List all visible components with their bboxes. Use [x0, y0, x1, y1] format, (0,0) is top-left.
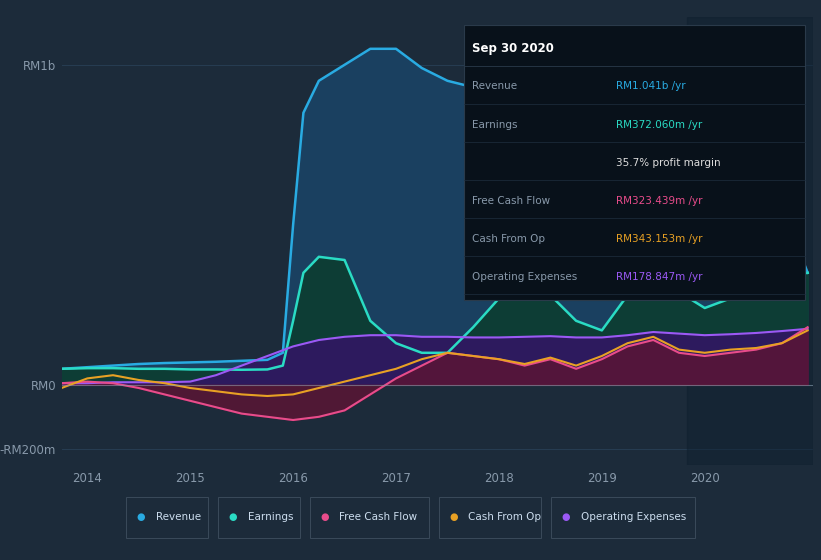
Text: Operating Expenses: Operating Expenses: [581, 512, 686, 522]
Text: 35.7% profit margin: 35.7% profit margin: [616, 157, 720, 167]
Text: Revenue: Revenue: [155, 512, 200, 522]
Text: RM372.060m /yr: RM372.060m /yr: [616, 119, 702, 129]
Text: Free Cash Flow: Free Cash Flow: [340, 512, 418, 522]
Text: ●: ●: [562, 512, 571, 522]
Text: Revenue: Revenue: [472, 81, 517, 91]
Text: RM1.041b /yr: RM1.041b /yr: [616, 81, 686, 91]
Bar: [687, 17, 813, 465]
Text: RM178.847m /yr: RM178.847m /yr: [616, 272, 702, 282]
Text: ●: ●: [449, 512, 458, 522]
Text: Earnings: Earnings: [248, 512, 293, 522]
Text: ●: ●: [320, 512, 329, 522]
Text: RM323.439m /yr: RM323.439m /yr: [616, 195, 702, 206]
Text: Operating Expenses: Operating Expenses: [472, 272, 577, 282]
Text: Free Cash Flow: Free Cash Flow: [472, 195, 550, 206]
Text: Sep 30 2020: Sep 30 2020: [472, 42, 554, 55]
Text: ●: ●: [228, 512, 237, 522]
Text: RM343.153m /yr: RM343.153m /yr: [616, 234, 702, 244]
Text: ●: ●: [136, 512, 145, 522]
Text: Cash From Op: Cash From Op: [469, 512, 541, 522]
Text: Cash From Op: Cash From Op: [472, 234, 545, 244]
Text: Earnings: Earnings: [472, 119, 517, 129]
